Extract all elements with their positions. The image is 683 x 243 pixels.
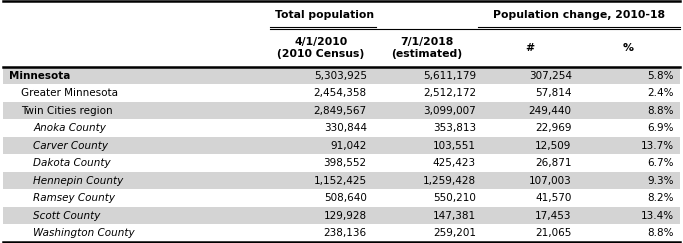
- Text: 6.7%: 6.7%: [647, 158, 674, 168]
- Text: 8.8%: 8.8%: [647, 105, 674, 116]
- Bar: [3, 137, 680, 154]
- Text: Dakota County: Dakota County: [33, 158, 111, 168]
- Text: Ramsey County: Ramsey County: [33, 193, 115, 203]
- Text: #: #: [525, 43, 534, 53]
- Text: 550,210: 550,210: [433, 193, 476, 203]
- Text: 249,440: 249,440: [529, 105, 572, 116]
- Text: 330,844: 330,844: [324, 123, 367, 133]
- Text: 398,552: 398,552: [324, 158, 367, 168]
- Text: Washington County: Washington County: [33, 228, 135, 238]
- Text: 8.8%: 8.8%: [647, 228, 674, 238]
- Text: Population change, 2010-18: Population change, 2010-18: [493, 10, 665, 20]
- Text: Minnesota: Minnesota: [9, 70, 70, 81]
- Text: 13.7%: 13.7%: [641, 140, 674, 151]
- Text: Anoka County: Anoka County: [33, 123, 107, 133]
- Bar: [3, 102, 680, 119]
- Text: 22,969: 22,969: [535, 123, 572, 133]
- Text: Scott County: Scott County: [33, 210, 101, 221]
- Text: Greater Minnesota: Greater Minnesota: [21, 88, 118, 98]
- Text: 2,849,567: 2,849,567: [313, 105, 367, 116]
- Text: 2.4%: 2.4%: [647, 88, 674, 98]
- Text: %: %: [623, 43, 634, 53]
- Text: 107,003: 107,003: [529, 175, 572, 186]
- Text: 17,453: 17,453: [535, 210, 572, 221]
- Text: Carver County: Carver County: [33, 140, 109, 151]
- Text: 147,381: 147,381: [433, 210, 476, 221]
- Text: Total population: Total population: [275, 10, 374, 20]
- Text: 5,303,925: 5,303,925: [313, 70, 367, 81]
- Text: 21,065: 21,065: [535, 228, 572, 238]
- Text: 508,640: 508,640: [324, 193, 367, 203]
- Text: 41,570: 41,570: [535, 193, 572, 203]
- Text: 9.3%: 9.3%: [647, 175, 674, 186]
- Text: 2,512,172: 2,512,172: [423, 88, 476, 98]
- Text: 12,509: 12,509: [535, 140, 572, 151]
- Text: 4/1/2010
(2010 Census): 4/1/2010 (2010 Census): [277, 37, 365, 59]
- Bar: [3, 207, 680, 224]
- Text: 91,042: 91,042: [331, 140, 367, 151]
- Text: Hennepin County: Hennepin County: [33, 175, 124, 186]
- Text: Twin Cities region: Twin Cities region: [21, 105, 113, 116]
- Text: 6.9%: 6.9%: [647, 123, 674, 133]
- Text: 1,152,425: 1,152,425: [313, 175, 367, 186]
- Text: 425,423: 425,423: [433, 158, 476, 168]
- Text: 1,259,428: 1,259,428: [423, 175, 476, 186]
- Text: 26,871: 26,871: [535, 158, 572, 168]
- Text: 7/1/2018
(estimated): 7/1/2018 (estimated): [391, 37, 462, 59]
- Bar: [3, 172, 680, 189]
- Text: 5.8%: 5.8%: [647, 70, 674, 81]
- Text: 259,201: 259,201: [433, 228, 476, 238]
- Text: 3,099,007: 3,099,007: [423, 105, 476, 116]
- Text: 238,136: 238,136: [324, 228, 367, 238]
- Text: 129,928: 129,928: [324, 210, 367, 221]
- Text: 8.2%: 8.2%: [647, 193, 674, 203]
- Text: 307,254: 307,254: [529, 70, 572, 81]
- Text: 103,551: 103,551: [433, 140, 476, 151]
- Bar: [3, 67, 680, 84]
- Text: 13.4%: 13.4%: [641, 210, 674, 221]
- Text: 353,813: 353,813: [433, 123, 476, 133]
- Text: 57,814: 57,814: [535, 88, 572, 98]
- Text: 5,611,179: 5,611,179: [423, 70, 476, 81]
- Text: 2,454,358: 2,454,358: [313, 88, 367, 98]
